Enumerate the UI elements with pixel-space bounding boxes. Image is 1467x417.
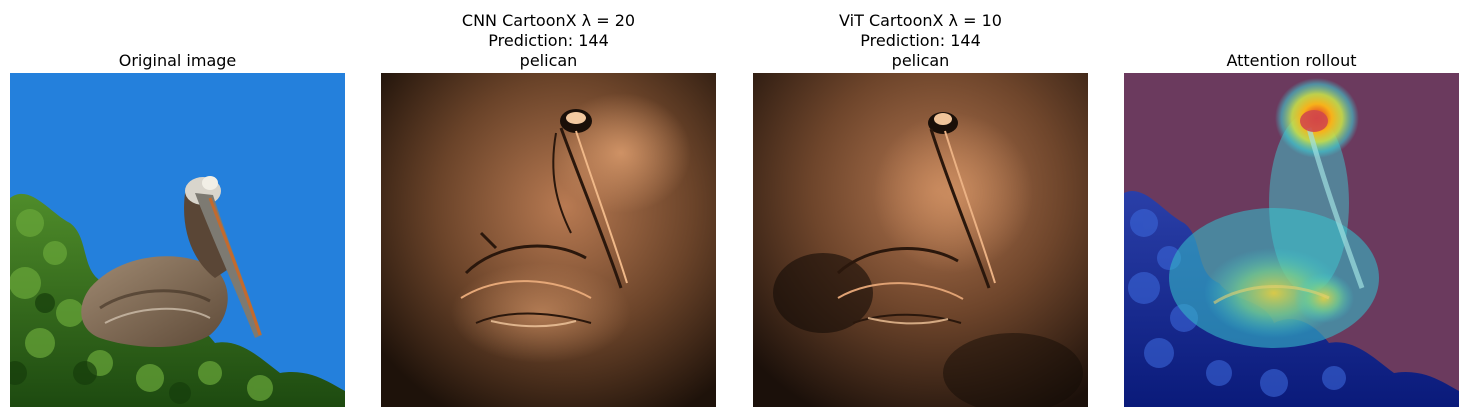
panel-title: CNN CartoonX λ = 20 Prediction: 144 peli… — [381, 11, 716, 71]
panel-title: Original image — [10, 51, 345, 71]
title-line: Attention rollout — [1226, 51, 1357, 70]
attention-heatmap-overlay — [1124, 73, 1459, 407]
panel-title: ViT CartoonX λ = 10 Prediction: 144 peli… — [753, 11, 1088, 71]
title-line: Prediction: 144 — [860, 31, 981, 50]
cartoonx-vit-explanation — [753, 73, 1088, 407]
title-line: CNN CartoonX λ = 20 — [461, 11, 636, 30]
pelican-photo — [10, 73, 345, 407]
cartoonx-cnn-explanation — [381, 73, 716, 407]
title-line: Original image — [118, 51, 237, 70]
panel-original: Original image — [10, 0, 345, 417]
panel-attention-rollout: Attention rollout — [1124, 0, 1459, 417]
title-line: Prediction: 144 — [488, 31, 609, 50]
title-line: pelican — [519, 51, 578, 70]
title-line: pelican — [891, 51, 950, 70]
panel-vit-cartoonx: ViT CartoonX λ = 10 Prediction: 144 peli… — [753, 0, 1088, 417]
panel-title: Attention rollout — [1124, 51, 1459, 71]
title-line: ViT CartoonX λ = 10 — [839, 11, 1002, 30]
panel-cnn-cartoonx: CNN CartoonX λ = 20 Prediction: 144 peli… — [381, 0, 716, 417]
